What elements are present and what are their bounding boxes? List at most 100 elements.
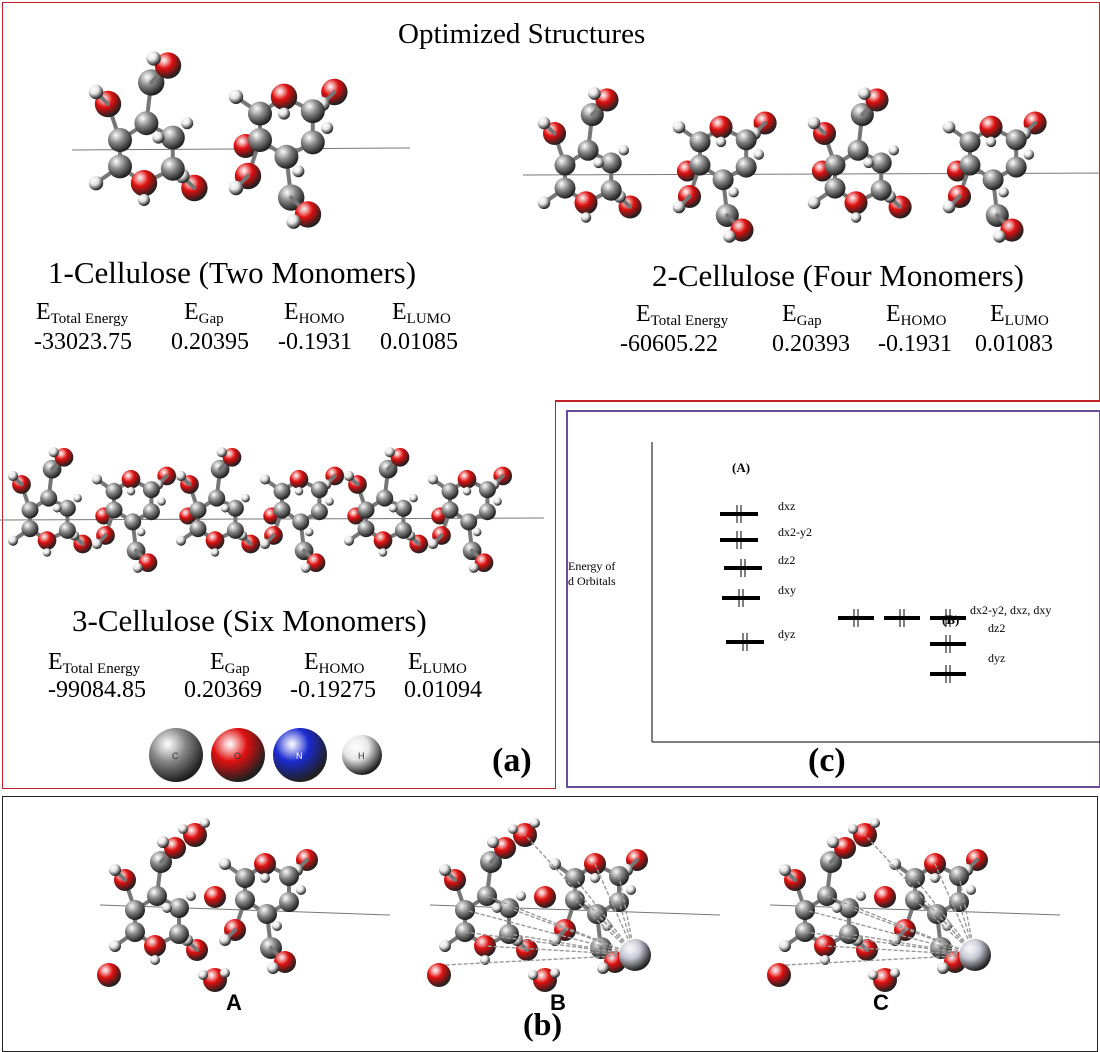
hydrogen-atom	[126, 487, 136, 496]
interaction-line	[464, 909, 636, 956]
carbon-atom	[58, 521, 76, 539]
m2-value-total: -60605.22	[620, 331, 718, 357]
hydrogen-atom	[157, 836, 169, 848]
interaction-line	[804, 909, 976, 956]
hydrogen-atom	[294, 487, 304, 496]
hydrogen-atom	[162, 903, 172, 913]
hydrogen-atom	[7, 470, 19, 482]
carbon-atom	[959, 154, 981, 176]
m1-value-homo: -0.1931	[278, 329, 352, 355]
carbon-atom	[248, 128, 272, 152]
panel-a-mask	[556, 401, 1100, 793]
structure-b-molecule-image	[427, 818, 721, 992]
interaction-line	[508, 933, 636, 956]
carbon-atom	[870, 152, 892, 174]
hydrogen-atom	[219, 934, 231, 946]
hydrogen-atom	[325, 497, 334, 506]
hydrogen-atom	[219, 858, 231, 870]
orbital-label-a: dxy	[778, 583, 796, 597]
carbon-atom	[689, 131, 711, 153]
oxygen-atom	[294, 201, 322, 228]
m1-header-homo: EHOMO	[284, 299, 345, 327]
carbon-atom	[394, 521, 412, 539]
m3-value-gap: 0.20369	[184, 677, 262, 703]
interaction-line	[914, 877, 976, 956]
carbon-atom	[108, 128, 132, 152]
hydrogen-atom	[966, 885, 976, 895]
hydrogen-atom	[580, 212, 592, 223]
hydrogen-atom	[200, 818, 210, 828]
m2-header-lumo: ELUMO	[990, 301, 1049, 329]
hydrogen-atom	[109, 940, 121, 952]
m1-header-total: ETotal Energy	[36, 299, 129, 327]
hydrogen-atom	[186, 891, 196, 901]
hydrogen-atom	[493, 497, 502, 506]
molecule-2-title: 2-Cellulose (Four Monomers)	[652, 258, 1024, 293]
hydrogen-atom	[278, 107, 290, 120]
structure-b-label: B	[550, 990, 566, 1015]
hydrogen-atom	[728, 187, 739, 198]
panel-a-tag: (a)	[492, 742, 532, 779]
panel-a-mid-border	[555, 400, 1100, 401]
interaction-line	[444, 954, 636, 966]
hydrogen-atom	[91, 474, 103, 485]
panel-c-tag: (c)	[808, 742, 846, 779]
carbon-atom	[105, 482, 123, 500]
molecule-1-title: 1-Cellulose (Two Monomers)	[48, 255, 417, 290]
m2-header-homo: EHOMO	[886, 301, 947, 329]
hydrogen-atom	[427, 474, 439, 485]
hydrogen-atom	[588, 87, 601, 100]
oxygen-atom	[205, 531, 225, 550]
hydrogen-atom	[267, 962, 279, 974]
hydrogen-atom	[549, 858, 561, 870]
carbon-atom	[274, 144, 299, 169]
molecule-3-title: 3-Cellulose (Six Monomers)	[72, 603, 427, 638]
interaction-line	[864, 834, 976, 956]
structure-c-molecule-image	[767, 818, 1061, 992]
oxygen-atom	[204, 886, 226, 908]
carbon-atom	[279, 892, 299, 912]
orbital-label-b: dz2	[988, 621, 1005, 635]
interaction-line	[508, 907, 636, 956]
interaction-line	[848, 907, 976, 956]
m3-header-homo: EHOMO	[304, 649, 365, 677]
oxygen-atom	[979, 115, 1003, 139]
carbon-atom	[478, 503, 496, 521]
hydrogen-atom	[626, 885, 636, 895]
oxygen-atom	[121, 470, 141, 489]
legend-atom-o	[211, 728, 265, 782]
hydrogen-atom	[152, 131, 165, 144]
hydrogen-atom	[672, 200, 686, 214]
oxygen-atom	[834, 837, 856, 859]
m3-header-gap: EGap	[210, 649, 250, 677]
orbital-label-a: dyz	[778, 627, 795, 641]
carbon-atom	[134, 111, 159, 136]
oxygen-atom	[37, 531, 57, 550]
orbital-label-b: dx2-y2, dxz, dxy	[970, 603, 1051, 617]
hydrogen-atom	[848, 824, 858, 834]
oxygen-atom	[730, 218, 754, 242]
hydrogen-atom	[48, 447, 59, 458]
hydrogen-atom	[590, 873, 600, 883]
carbon-atom	[292, 513, 310, 531]
hydrogen-atom	[889, 858, 901, 870]
oxygen-atom	[1000, 218, 1024, 242]
hydrogen-atom	[528, 970, 538, 980]
hydrogen-atom	[220, 968, 230, 978]
m2-value-gap: 0.20393	[772, 331, 850, 357]
oxygen-atom	[254, 853, 276, 875]
carbon-atom	[125, 900, 145, 920]
carbon-atom	[554, 177, 576, 199]
y-axis-label-line1: Energy of	[568, 559, 615, 573]
oxygen-atom	[390, 447, 410, 467]
carbon-atom	[21, 520, 39, 538]
carbon-atom	[824, 154, 846, 176]
hydrogen-atom	[516, 891, 526, 901]
carbon-atom	[169, 898, 189, 918]
hydrogen-atom	[858, 87, 871, 100]
interaction-line	[484, 945, 636, 956]
carbon-atom	[460, 513, 478, 531]
hydrogen-atom	[109, 864, 121, 876]
carbon-atom	[577, 139, 599, 161]
